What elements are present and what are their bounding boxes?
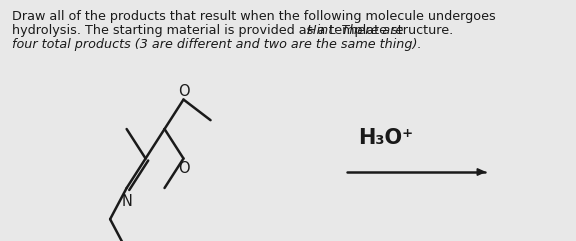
Text: H₃O⁺: H₃O⁺ [358,128,413,148]
Text: hydrolysis. The starting material is provided as a template structure.: hydrolysis. The starting material is pro… [12,24,457,37]
Text: N: N [122,194,133,209]
Text: O: O [177,84,190,99]
Polygon shape [477,169,484,175]
Text: O: O [177,161,190,175]
Text: Hint: There are: Hint: There are [308,24,404,37]
Text: Draw all of the products that result when the following molecule undergoes: Draw all of the products that result whe… [12,10,496,23]
Text: four total products (3 are different and two are the same thing).: four total products (3 are different and… [12,38,422,51]
